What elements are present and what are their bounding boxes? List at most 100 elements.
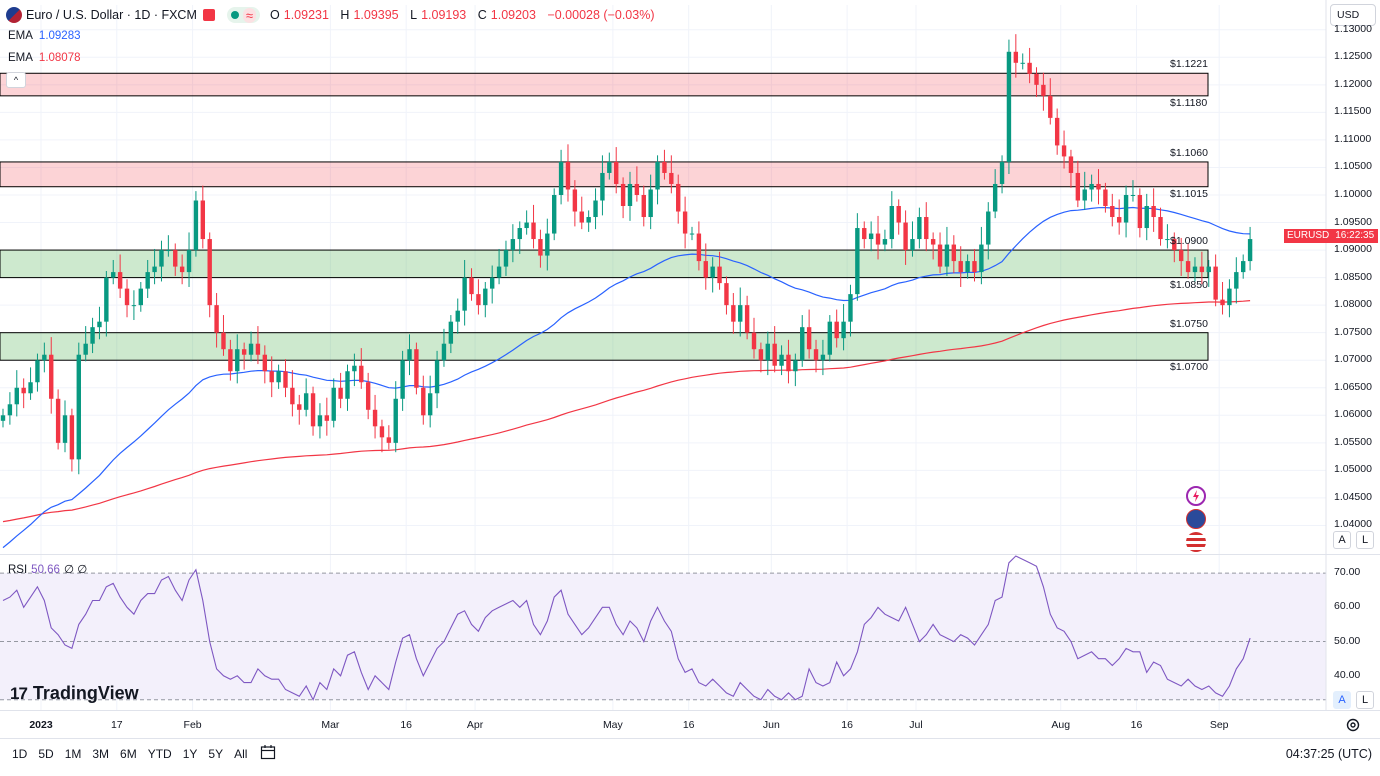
candle-body — [565, 161, 571, 190]
candle — [462, 259, 467, 326]
candle-body — [1123, 194, 1129, 223]
status-pill[interactable]: ≈ — [226, 7, 261, 23]
range-button-5y[interactable]: 5Y — [208, 747, 224, 761]
lightning-icon[interactable] — [1186, 486, 1206, 506]
candle — [1110, 193, 1115, 227]
candle-body — [669, 172, 674, 184]
candle — [207, 232, 212, 318]
candle — [682, 196, 688, 249]
candle-body — [317, 415, 323, 427]
candle-body — [483, 288, 488, 306]
candle-body — [896, 206, 901, 223]
candle-body — [448, 321, 454, 344]
candle — [958, 246, 963, 287]
candle — [1006, 39, 1012, 175]
candle — [627, 171, 633, 221]
range-button-3m[interactable]: 3M — [92, 747, 110, 761]
candle — [434, 350, 440, 409]
candle — [607, 152, 612, 180]
candle — [324, 397, 330, 436]
rsi-pane — [0, 555, 1326, 702]
candle-body — [503, 250, 509, 267]
support-zone — [0, 332, 1209, 361]
candle-body — [283, 371, 288, 388]
candle — [1234, 257, 1239, 304]
candle-body — [248, 343, 254, 355]
rsi-log-scale-button[interactable]: L — [1356, 691, 1374, 709]
candle-body — [800, 327, 805, 361]
candle — [986, 202, 991, 260]
candle — [179, 254, 185, 285]
range-selector: 1D 5D 1M 3M 6M YTD 1Y 5Y All — [12, 747, 258, 761]
tradingview-logo[interactable]: 17 TradingView — [10, 683, 139, 703]
candle — [14, 370, 19, 417]
candle — [489, 265, 495, 304]
candle-body — [1041, 84, 1046, 96]
price-tick-label: 1.10500 — [1334, 160, 1372, 173]
ema-long-line — [2, 300, 1251, 523]
range-button-1m[interactable]: 1M — [64, 747, 82, 761]
us-flag-icon[interactable] — [1186, 532, 1206, 552]
candle-body — [676, 183, 681, 212]
rsi-auto-scale-button[interactable]: A — [1333, 691, 1351, 709]
range-button-1y[interactable]: 1Y — [182, 747, 198, 761]
currency-button[interactable]: USD — [1330, 4, 1376, 26]
candle — [1089, 174, 1094, 202]
ema-legend-1[interactable]: EMA 1.09283 — [8, 30, 81, 42]
candle — [386, 425, 392, 450]
ema-legend-2[interactable]: EMA 1.08078 — [8, 52, 81, 64]
log-scale-button[interactable]: L — [1356, 531, 1374, 549]
price-tick-label: 1.12500 — [1334, 50, 1372, 63]
candle-body — [744, 305, 750, 333]
candle-body — [634, 183, 640, 195]
calendar-icon[interactable] — [260, 744, 276, 760]
candle — [600, 155, 605, 216]
settings-gear-icon[interactable] — [1345, 717, 1361, 733]
range-button-5d[interactable]: 5D — [38, 747, 54, 761]
candle — [138, 282, 143, 312]
eur-usd-flag-icon — [6, 7, 22, 23]
candle-body — [1165, 239, 1170, 241]
time-tick-label: Jul — [909, 719, 923, 731]
range-button-6m[interactable]: 6M — [120, 747, 137, 761]
symbol-title[interactable]: Euro / U.S. Dollar · 1D · FXCM — [26, 8, 197, 22]
auto-scale-button[interactable]: A — [1333, 531, 1351, 549]
candle-body — [496, 266, 502, 278]
candle — [173, 243, 178, 276]
candle — [793, 353, 798, 387]
candle — [951, 235, 957, 274]
chevron-up-icon: ^ — [13, 75, 19, 85]
candle — [1185, 243, 1191, 279]
range-button-all[interactable]: All — [234, 747, 248, 761]
utc-clock[interactable]: 04:37:25 (UTC) — [1285, 747, 1372, 761]
candle-body — [414, 349, 419, 388]
collapse-legend-button[interactable]: ^ — [6, 72, 26, 88]
candle-body — [765, 343, 770, 361]
range-button-1d[interactable]: 1D — [12, 747, 28, 761]
candles — [0, 34, 1253, 475]
price-tick-label: 1.05500 — [1334, 435, 1372, 448]
candle — [228, 339, 233, 381]
candle — [930, 232, 936, 260]
candle — [145, 259, 150, 298]
market-closed-icon[interactable] — [202, 9, 215, 21]
candle-body — [786, 354, 791, 372]
candle-body — [462, 277, 467, 311]
price-tick-label: 1.06500 — [1334, 380, 1372, 393]
candle-body — [779, 354, 784, 366]
candle-body — [173, 250, 178, 267]
candle-body — [152, 266, 157, 273]
candle — [924, 202, 929, 252]
eu-flag-icon[interactable] — [1186, 509, 1206, 529]
candle-body — [1054, 117, 1060, 146]
candle-body — [1199, 266, 1205, 273]
candle-body — [455, 310, 460, 322]
candle-body — [186, 250, 192, 273]
rsi-legend[interactable]: RSI 50.66 ∅ ∅ — [8, 564, 88, 576]
candle-body — [1075, 172, 1081, 201]
range-button-ytd[interactable]: YTD — [147, 747, 172, 761]
candle — [510, 224, 516, 263]
candle-body — [228, 349, 233, 372]
candle — [241, 342, 247, 370]
